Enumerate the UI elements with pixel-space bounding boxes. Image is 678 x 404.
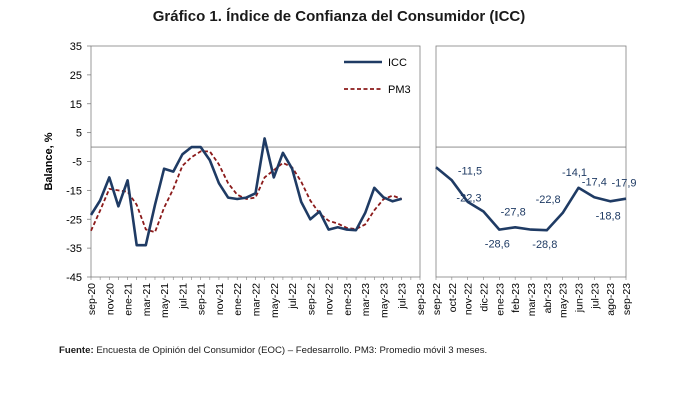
data-label: -27,8 [501,206,526,218]
x-tick-label: dic-22 [479,283,491,312]
x-tick-label: abr-23 [542,283,554,314]
x-tick-label: ene-23 [342,283,354,316]
y-tick-label: 15 [70,99,82,111]
source-label: Fuente: [59,345,94,356]
legend-pm3-label: PM3 [388,84,411,96]
x-tick-label: mar-21 [141,283,153,316]
y-tick-label: -25 [66,214,82,226]
x-tick-label: may-23 [558,283,570,318]
x-tick-label: nov-20 [104,283,116,315]
x-tick-label: sep-23 [621,283,633,315]
x-tick-label: jul-23 [397,283,409,310]
y-axis-label: Balance, % [43,132,55,190]
data-label: -17,4 [582,176,607,188]
x-tick-label: sep-23 [415,283,427,315]
y-tick-label: 5 [76,128,82,140]
data-label: -14,1 [562,167,587,179]
data-label: -18,8 [596,210,621,222]
y-tick-label: -15 [66,185,82,197]
x-tick-label: ene-21 [123,283,135,316]
icc-line-zoom [435,166,627,232]
x-tick-label: may-21 [159,283,171,318]
data-label: -22,3 [456,192,481,204]
data-label: -28,8 [532,239,557,251]
x-tick-label: oct-22 [447,283,459,312]
x-tick-label: feb-23 [510,283,522,313]
y-tick-label: -35 [66,243,82,255]
source-note: Fuente: Encuesta de Opinión del Consumid… [59,345,487,356]
x-tick-label: ago-23 [605,283,617,316]
x-tick-label: sep-21 [196,283,208,315]
x-tick-label: jul-22 [287,283,299,310]
chart-title: Gráfico 1. Índice de Confianza del Consu… [152,8,526,25]
data-label: -11,5 [458,165,482,177]
plot-area-zoom [435,45,627,278]
x-tick-label: mar-22 [251,283,263,316]
x-tick-label: mar-23 [360,283,372,316]
data-label: -22,8 [536,194,561,206]
y-tick-label: 25 [70,70,82,82]
x-tick-label: ene-23 [494,283,506,316]
x-tick-label: jul-23 [589,283,601,310]
data-label: -17,9 [611,178,636,190]
x-tick-label: jul-21 [177,283,189,310]
y-tick-label: -45 [66,272,82,284]
x-tick-label: sep-22 [431,283,443,315]
data-label: -28,6 [485,239,510,251]
x-tick-label: nov-22 [324,283,336,315]
legend-icc-label: ICC [388,57,407,69]
x-tick-label: ene-22 [232,283,244,316]
x-tick-label: sep-20 [86,283,98,315]
y-tick-label: -5 [72,157,82,169]
x-tick-label: jun-23 [574,283,586,313]
x-tick-label: sep-22 [305,283,317,315]
x-tick-label: may-22 [269,283,281,318]
x-tick-label: may-23 [378,283,390,318]
x-tick-label: nov-22 [463,283,475,315]
x-tick-label: nov-21 [214,283,226,315]
x-tick-label: mar-23 [526,283,538,316]
source-text: Encuesta de Opinión del Consumidor (EOC)… [96,345,488,356]
pm3-line [90,150,403,234]
y-tick-label: 35 [70,41,82,53]
plot-area-main [90,45,421,278]
icc-line [89,137,403,247]
